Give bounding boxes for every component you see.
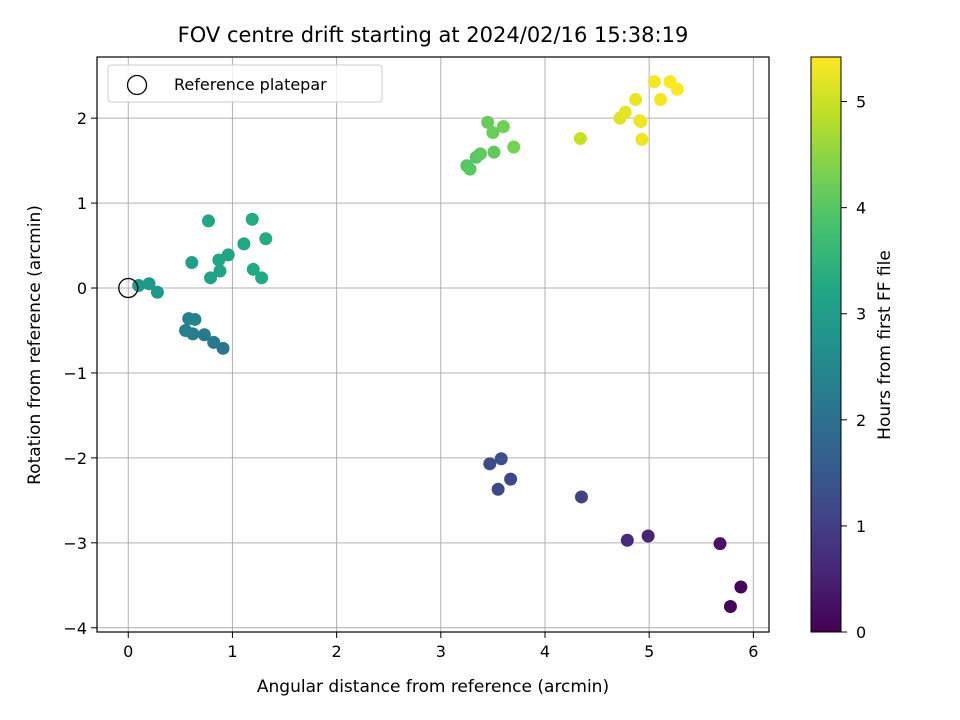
data-point	[483, 457, 497, 471]
colorbar-tick-label: 0	[856, 623, 866, 642]
data-point	[635, 132, 649, 146]
data-point	[201, 214, 215, 228]
data-point	[179, 323, 193, 337]
data-point	[486, 126, 500, 140]
data-point	[197, 328, 211, 342]
colorbar: 0 1 2 3 4 5 Hours from first FF file	[810, 56, 895, 642]
x-tick-label: 1	[227, 642, 237, 661]
y-axis-ticks: −4 −3 −2 −1 0 1 2	[63, 109, 97, 638]
data-point	[670, 82, 684, 96]
data-point	[142, 277, 156, 291]
data-point	[641, 529, 655, 543]
chart-title: FOV centre drift starting at 2024/02/16 …	[178, 23, 689, 47]
colorbar-tick-label: 1	[856, 517, 866, 536]
data-point	[654, 92, 668, 106]
data-point	[188, 312, 202, 326]
data-point	[481, 115, 495, 129]
data-point	[507, 140, 521, 154]
data-point	[463, 162, 477, 176]
x-tick-label: 6	[748, 642, 758, 661]
colorbar-ticks: 0 1 2 3 4 5	[841, 93, 866, 642]
colorbar-tick-label: 4	[856, 199, 866, 218]
data-point	[573, 132, 587, 146]
data-point	[494, 452, 508, 466]
data-point	[216, 341, 230, 355]
colorbar-gradient	[810, 56, 842, 633]
x-tick-label: 3	[436, 642, 446, 661]
data-point	[213, 264, 227, 278]
legend: Reference platepar	[107, 64, 383, 103]
data-point	[221, 248, 235, 262]
data-point	[504, 472, 518, 486]
data-point	[629, 92, 643, 106]
reference-platepar-marker	[118, 277, 139, 299]
data-point	[496, 120, 510, 134]
colorbar-label: Hours from first FF file	[875, 250, 895, 440]
data-point	[574, 490, 588, 504]
legend-box	[107, 64, 383, 103]
data-point	[150, 285, 164, 299]
colorbar-tick-label: 2	[856, 411, 866, 430]
colorbar-tick-label: 5	[856, 93, 866, 112]
x-tick-label: 5	[644, 642, 654, 661]
y-axis-label: Rotation from reference (arcmin)	[25, 205, 45, 485]
data-point	[237, 237, 251, 251]
data-point	[487, 145, 501, 159]
data-point	[647, 75, 661, 89]
data-point	[207, 335, 221, 349]
data-point	[255, 271, 269, 285]
data-point	[634, 115, 648, 129]
x-axis-label: Angular distance from reference (arcmin)	[257, 677, 609, 697]
data-point	[620, 533, 634, 547]
data-point	[204, 271, 218, 285]
data-point	[185, 256, 199, 270]
colorbar-tick-label: 3	[856, 305, 866, 324]
grid-lines	[97, 57, 769, 632]
data-point	[713, 537, 727, 551]
y-tick-label: −2	[63, 449, 87, 468]
data-point	[246, 262, 260, 276]
y-tick-label: −4	[63, 619, 87, 638]
x-tick-label: 2	[332, 642, 342, 661]
data-point	[723, 600, 737, 614]
plot-frame	[96, 56, 770, 633]
x-tick-label: 4	[540, 642, 550, 661]
y-tick-label: 1	[77, 194, 87, 213]
data-point	[259, 232, 273, 246]
data-point	[245, 212, 259, 226]
x-axis-ticks: 0 1 2 3 4 5 6	[123, 632, 758, 661]
legend-reference-marker	[126, 74, 148, 96]
data-point	[491, 482, 505, 496]
data-point	[618, 105, 632, 119]
y-tick-label: −1	[63, 364, 87, 383]
y-tick-label: −3	[63, 534, 87, 553]
data-points	[118, 75, 748, 614]
y-tick-label: 0	[77, 279, 87, 298]
data-point	[473, 147, 487, 161]
y-tick-label: 2	[77, 109, 87, 128]
data-point	[734, 580, 748, 594]
legend-entry-reference: Reference platepar	[174, 75, 327, 94]
x-tick-label: 0	[123, 642, 133, 661]
